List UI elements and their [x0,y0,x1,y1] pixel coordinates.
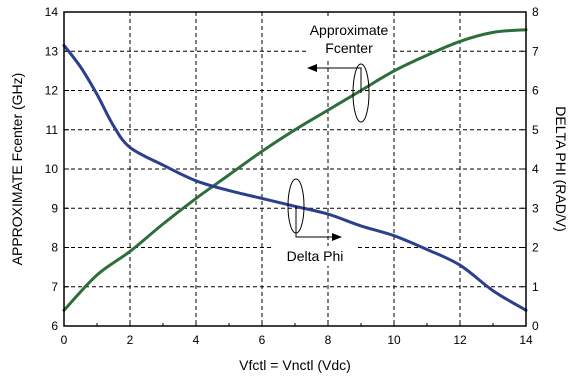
left-tick-label: 11 [46,123,59,137]
delta-annotation-label: Delta Phi [287,248,344,264]
right-tick-label: 5 [532,123,539,137]
right-tick-label: 6 [532,84,539,98]
right-tick-label: 3 [532,201,539,215]
grid-lines [64,12,526,326]
right-tick-label: 1 [532,280,539,294]
delta-callout-arrowhead [332,233,342,241]
left-axis-ticks: 6 7 8 9 10 11 12 13 14 [45,5,69,333]
right-tick-label: 4 [532,162,539,176]
left-tick-label: 8 [51,241,58,255]
left-tick-label: 14 [45,5,59,19]
right-axis-ticks: 0 1 2 3 4 5 6 7 8 [521,5,539,333]
fcenter-callout-arrowhead [307,64,317,72]
x-tick-label: 6 [259,333,266,347]
right-tick-label: 2 [532,241,539,255]
x-tick-label: 14 [519,333,533,347]
fcenter-annotation-bg [306,19,392,59]
delta-callout-connector [295,206,334,238]
x-tick-label: 2 [127,333,134,347]
x-tick-label: 0 [61,333,68,347]
left-tick-label: 6 [51,319,58,333]
right-axis-label: DELTA PHI (RAD/V) [553,106,569,232]
fcenter-annotation-line2: Fcenter [325,40,373,56]
x-tick-label: 4 [193,333,200,347]
left-tick-label: 13 [45,44,59,58]
x-axis-ticks: 0 2 4 6 8 10 12 14 [61,321,533,347]
x-tick-label: 10 [387,333,401,347]
series-lines [62,28,528,312]
right-tick-label: 0 [532,319,539,333]
x-tick-label: 8 [325,333,332,347]
left-tick-label: 10 [45,162,59,176]
fcenter-callout-connector [315,67,362,93]
fcenter-series-line [62,28,528,312]
fcenter-callout-ellipse [352,63,370,123]
left-tick-label: 12 [45,84,59,98]
left-tick-label: 7 [51,280,58,294]
delta-phi-series-line [62,43,528,312]
fcenter-annotation-line1: Approximate [310,22,389,38]
delta-annotation-bg [274,246,358,266]
x-tick-label: 12 [453,333,467,347]
x-axis-label: Vfctl = Vnctl (Vdc) [239,357,351,373]
right-tick-label: 8 [532,5,539,19]
plot-frame [63,11,527,327]
left-tick-label: 9 [51,201,58,215]
left-axis-label: APPROXIMATE Fcenter (GHz) [9,73,25,266]
right-tick-label: 7 [532,44,539,58]
